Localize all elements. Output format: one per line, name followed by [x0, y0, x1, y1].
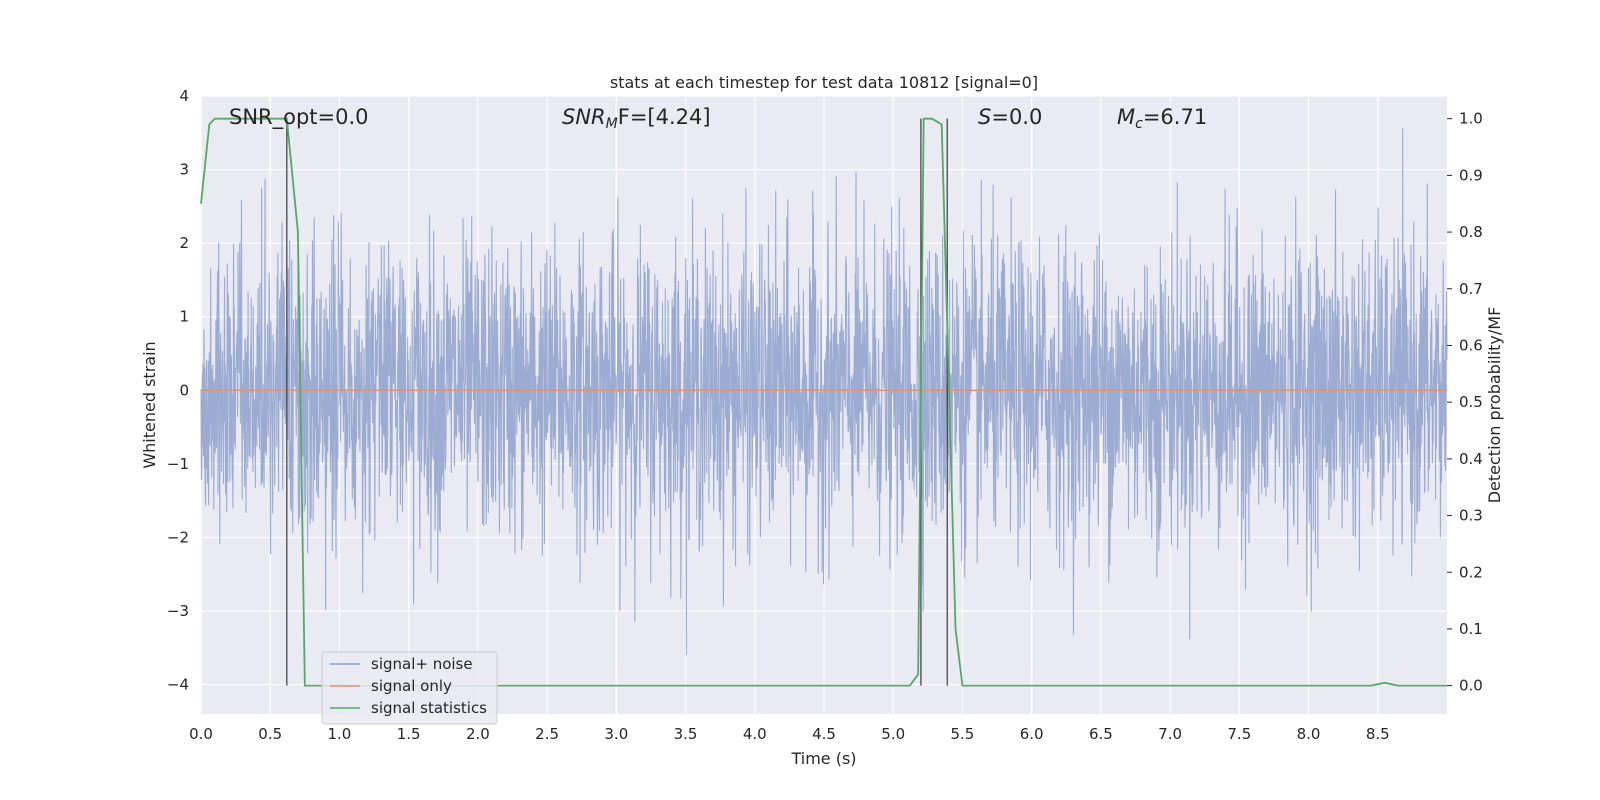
x-tick-label: 0.0 [189, 725, 213, 743]
annotation-mc: Mc=6.71 [1117, 105, 1207, 132]
s-rest: =0.0 [991, 105, 1042, 129]
y-tick-label: −1 [167, 455, 189, 473]
x-tick-label: 2.0 [466, 725, 490, 743]
x-tick-label: 2.5 [535, 725, 559, 743]
mc-base: M [1117, 105, 1135, 129]
y-right-tick-label: 0.2 [1459, 563, 1483, 581]
y-right-tick-label: 1.0 [1459, 110, 1483, 128]
y-right-tick-label: 0.9 [1459, 166, 1483, 184]
legend-label-signal-only: signal only [371, 677, 452, 695]
snr-mf-sub: M [606, 116, 618, 132]
y-tick-label: 0 [179, 381, 189, 399]
x-tick-label: 4.0 [743, 725, 767, 743]
y-right-tick-label: 0.5 [1459, 393, 1483, 411]
x-tick-label: 7.0 [1158, 725, 1182, 743]
y-right-axis-label: Detection probability/MF [1485, 307, 1504, 504]
y-tick-label: −2 [167, 528, 189, 546]
y-right-tick-labels: 1.0 0.9 0.8 0.7 0.6 0.5 0.4 0.3 0.2 0.1 0.0 [1447, 110, 1483, 695]
x-tick-label: 1.5 [397, 725, 421, 743]
y-tick-labels: 4 3 2 1 0 −1 −2 −3 −4 [167, 87, 189, 694]
x-tick-label: 3.5 [674, 725, 698, 743]
y-tick-label: −4 [167, 676, 189, 694]
y-tick-label: 1 [179, 308, 189, 326]
mc-sub: c [1135, 116, 1143, 132]
x-tick-labels: 0.0 0.5 1.0 1.5 2.0 2.5 3.0 3.5 4.0 4.5 5.0 5.5 6.0 6… [189, 725, 1390, 743]
snr-mf-rest: F=[4.24] [618, 105, 711, 129]
mc-rest: =6.71 [1143, 105, 1207, 129]
x-tick-label: 3.0 [604, 725, 628, 743]
y-tick-label: 3 [179, 161, 189, 179]
y-tick-label: −3 [167, 602, 189, 620]
x-tick-label: 8.0 [1297, 725, 1321, 743]
y-right-tick-label: 0.8 [1459, 223, 1483, 241]
y-right-tick-label: 0.1 [1459, 620, 1483, 638]
snr-mf-base: SNR [562, 105, 606, 129]
y-right-tick-label: 0.3 [1459, 507, 1483, 525]
x-tick-label: 5.0 [881, 725, 905, 743]
x-tick-label: 7.5 [1227, 725, 1251, 743]
signal-statistics-series [200, 117, 1447, 687]
legend: signal+ noise signal only signal statist… [321, 651, 498, 725]
x-tick-label: 4.5 [812, 725, 836, 743]
legend-label-noise: signal+ noise [371, 655, 473, 673]
chart-title: stats at each timestep for test data 108… [610, 73, 1038, 92]
annotation-snr-mf: SNRMF=[4.24] [562, 105, 711, 132]
s-italic: S [978, 105, 991, 129]
y-tick-label: 4 [179, 87, 189, 105]
noise-series [200, 128, 1448, 656]
y-right-tick-label: 0.4 [1459, 450, 1483, 468]
legend-box [321, 651, 498, 725]
x-axis-label: Time (s) [790, 749, 856, 768]
x-tick-label: 5.5 [951, 725, 975, 743]
y-axis-label: Whitened strain [140, 341, 159, 468]
y-right-tick-label: 0.6 [1459, 336, 1483, 354]
x-tick-label: 0.5 [258, 725, 282, 743]
y-tick-label: 2 [179, 234, 189, 252]
legend-label-statistics: signal statistics [371, 699, 487, 717]
annotation-s: S=0.0 [978, 105, 1042, 129]
signal-plus-noise-line [200, 128, 1448, 656]
annotation-snr-opt: SNR_opt=0.0 [229, 105, 369, 130]
x-tick-label: 6.0 [1020, 725, 1044, 743]
y-right-tick-label: 0.0 [1459, 677, 1483, 695]
x-tick-label: 6.5 [1089, 725, 1113, 743]
x-tick-label: 1.0 [328, 725, 352, 743]
x-tick-label: 8.5 [1366, 725, 1390, 743]
signal-statistics-line [200, 117, 1447, 687]
y-right-tick-label: 0.7 [1459, 280, 1483, 298]
